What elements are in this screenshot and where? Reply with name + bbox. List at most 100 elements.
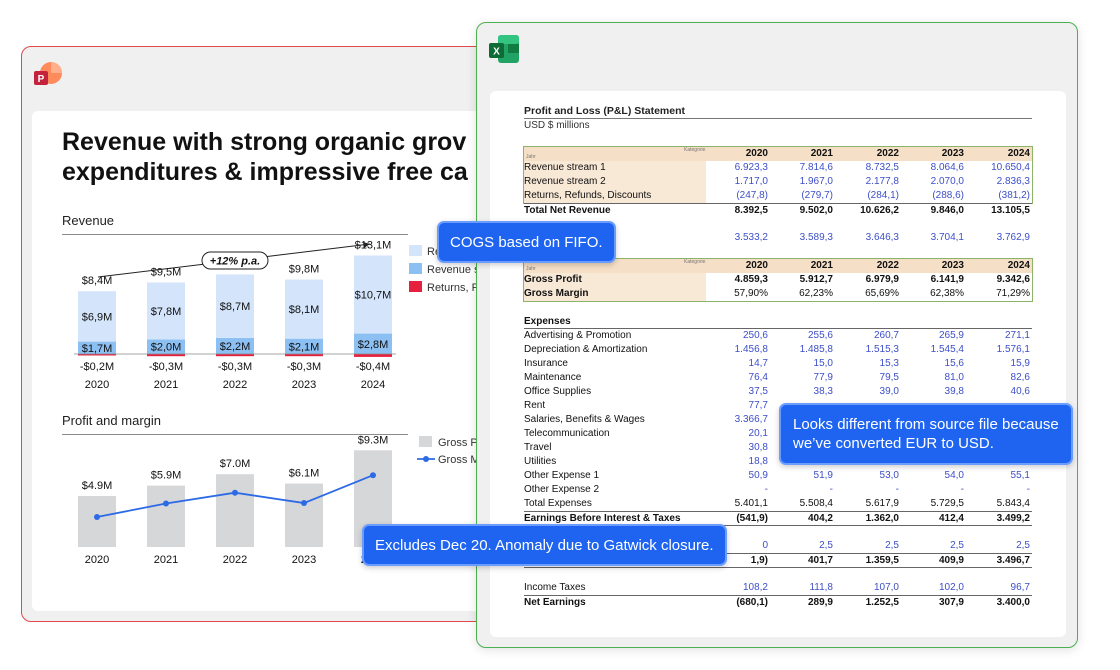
cell[interactable]: 6.141,9 bbox=[930, 274, 964, 285]
cell[interactable]: 1.456,8 bbox=[734, 344, 768, 355]
year-cell[interactable]: 2024 bbox=[1007, 148, 1030, 159]
cell[interactable]: 107,0 bbox=[873, 582, 899, 593]
cell[interactable]: 404,2 bbox=[807, 513, 833, 524]
cell[interactable]: 6.923,3 bbox=[734, 162, 768, 173]
cell[interactable]: 250,6 bbox=[742, 330, 768, 341]
cell[interactable]: 10.626,2 bbox=[860, 205, 899, 216]
table-row[interactable]: Salaries, Benefits & Wages 3.366,7 bbox=[524, 413, 1032, 427]
table-row[interactable]: Net Earnings (680,1) 289,9 1.252,5 307,9… bbox=[524, 595, 1032, 609]
cell[interactable]: - bbox=[895, 484, 899, 495]
cell[interactable]: 15,6 bbox=[944, 358, 964, 369]
cell[interactable]: 39,8 bbox=[944, 386, 964, 397]
cell[interactable]: 14,7 bbox=[748, 358, 768, 369]
year-cell[interactable]: 2023 bbox=[941, 260, 964, 271]
cell[interactable]: - bbox=[1026, 484, 1030, 495]
cell[interactable]: 255,6 bbox=[807, 330, 833, 341]
cell[interactable]: 9.502,0 bbox=[799, 205, 833, 216]
cell[interactable]: 55,1 bbox=[1010, 470, 1030, 481]
cell[interactable]: 8.392,5 bbox=[734, 205, 768, 216]
cell[interactable]: 0 bbox=[762, 540, 768, 551]
cell[interactable]: 1.576,1 bbox=[996, 344, 1030, 355]
table-row[interactable]: Other Expense 1 50,9 51,9 53,0 54,0 55,1 bbox=[524, 469, 1032, 483]
cell[interactable]: 5.912,7 bbox=[799, 274, 833, 285]
cell[interactable]: 9.846,0 bbox=[930, 205, 964, 216]
cell[interactable]: 38,3 bbox=[813, 386, 833, 397]
table-row[interactable]: Depreciation & Amortization 1.456,8 1.48… bbox=[524, 343, 1032, 357]
cell[interactable]: 51,9 bbox=[813, 470, 833, 481]
cell[interactable]: 2.070,0 bbox=[930, 176, 964, 187]
cell[interactable]: 2,5 bbox=[819, 540, 833, 551]
table-row[interactable]: Revenue stream 2 1.717,0 1.967,0 2.177,8… bbox=[524, 175, 1032, 189]
cell[interactable]: 3.400,0 bbox=[996, 597, 1030, 608]
year-cell[interactable]: 2021 bbox=[810, 260, 833, 271]
cell[interactable]: 18,8 bbox=[748, 456, 768, 467]
cell[interactable]: 6.979,9 bbox=[865, 274, 899, 285]
table-row[interactable]: Total Expenses 5.401,1 5.508,4 5.617,9 5… bbox=[524, 497, 1032, 511]
year-cell[interactable]: 2020 bbox=[745, 148, 768, 159]
cell[interactable]: 1.717,0 bbox=[734, 176, 768, 187]
table-row[interactable]: Expenses bbox=[524, 315, 1032, 329]
cell[interactable]: 5.617,9 bbox=[865, 498, 899, 509]
cell[interactable]: 10.650,4 bbox=[991, 162, 1030, 173]
cell[interactable]: 76,4 bbox=[748, 372, 768, 383]
table-row[interactable]: Returns, Refunds, Discounts (247,8) (279… bbox=[524, 189, 1032, 203]
year-cell[interactable]: 2024 bbox=[1007, 260, 1030, 271]
table-row[interactable]: Earnings Before Interest & Taxes (541,9)… bbox=[524, 511, 1032, 525]
cell[interactable]: 62,38% bbox=[930, 288, 964, 299]
table-row[interactable]: Revenue stream 1 6.923,3 7.814,6 8.732,5… bbox=[524, 161, 1032, 175]
cell[interactable]: 3.499,2 bbox=[996, 513, 1030, 524]
cell[interactable]: 71,29% bbox=[996, 288, 1030, 299]
cell[interactable]: 3.589,3 bbox=[799, 232, 833, 243]
cell[interactable]: 81,0 bbox=[944, 372, 964, 383]
cell[interactable]: 307,9 bbox=[938, 597, 964, 608]
table-row[interactable]: Gross Profit 4.859,3 5.912,7 6.979,9 6.1… bbox=[524, 273, 1032, 287]
table-row[interactable]: Advertising & Promotion 250,6 255,6 260,… bbox=[524, 329, 1032, 343]
gatwick-callout[interactable]: Excludes Dec 20. Anomaly due to Gatwick … bbox=[362, 524, 727, 566]
cell[interactable]: 1.485,8 bbox=[799, 344, 833, 355]
cell[interactable]: 3.366,7 bbox=[734, 414, 768, 425]
cell[interactable]: 15,3 bbox=[879, 358, 899, 369]
cell[interactable]: 271,1 bbox=[1004, 330, 1030, 341]
cogs-callout[interactable]: COGS based on FIFO. bbox=[437, 221, 616, 263]
currency-callout[interactable]: Looks different from source file because… bbox=[779, 403, 1073, 465]
cell[interactable]: 1.967,0 bbox=[799, 176, 833, 187]
year-cell[interactable]: 2023 bbox=[941, 148, 964, 159]
year-cell[interactable]: 2021 bbox=[810, 148, 833, 159]
cell[interactable]: 37,5 bbox=[748, 386, 768, 397]
cell[interactable]: 1.359,5 bbox=[865, 555, 899, 566]
excel-icon[interactable]: X bbox=[487, 33, 521, 67]
table-row[interactable]: Income Taxes 108,2 111,8 107,0 102,0 96,… bbox=[524, 581, 1032, 595]
cell[interactable]: 2.177,8 bbox=[865, 176, 899, 187]
table-row[interactable]: Telecommunication 20,1 bbox=[524, 427, 1032, 441]
cell[interactable]: 65,69% bbox=[865, 288, 899, 299]
cell[interactable]: 96,7 bbox=[1010, 582, 1030, 593]
table-row[interactable]: Utilities 18,8 bbox=[524, 455, 1032, 469]
cell[interactable]: 3.704,1 bbox=[930, 232, 964, 243]
cell[interactable]: 62,23% bbox=[799, 288, 833, 299]
table-row[interactable]: 1,9) 401,7 1.359,5 409,9 3.496,7 bbox=[524, 553, 1032, 567]
cell[interactable]: 3.496,7 bbox=[996, 555, 1030, 566]
cell[interactable]: (541,9) bbox=[736, 513, 768, 524]
cell[interactable]: 20,1 bbox=[748, 428, 768, 439]
cell[interactable]: 82,6 bbox=[1010, 372, 1030, 383]
cell[interactable]: 3.533,2 bbox=[734, 232, 768, 243]
cell[interactable]: - bbox=[764, 484, 768, 495]
table-row[interactable]: 0 2,5 2,5 2,5 2,5 bbox=[524, 539, 1032, 553]
cell[interactable]: 5.401,1 bbox=[734, 498, 768, 509]
cell[interactable]: 53,0 bbox=[879, 470, 899, 481]
table-row[interactable]: Travel 30,8 bbox=[524, 441, 1032, 455]
year-cell[interactable]: 2022 bbox=[876, 148, 899, 159]
cell[interactable]: 5.508,4 bbox=[799, 498, 833, 509]
cell[interactable]: 5.843,4 bbox=[996, 498, 1030, 509]
cell[interactable]: 2.836,3 bbox=[996, 176, 1030, 187]
cell[interactable]: 1.252,5 bbox=[865, 597, 899, 608]
cell[interactable]: 401,7 bbox=[807, 555, 833, 566]
year-cell[interactable]: 2022 bbox=[876, 260, 899, 271]
cell[interactable]: 108,2 bbox=[742, 582, 768, 593]
cell[interactable]: 2,5 bbox=[1016, 540, 1030, 551]
cell[interactable]: (284,1) bbox=[867, 190, 899, 201]
cell[interactable]: 13.105,5 bbox=[991, 205, 1030, 216]
cell[interactable]: (247,8) bbox=[736, 190, 768, 201]
cell[interactable]: - bbox=[960, 484, 964, 495]
table-row[interactable]: Total Net Revenue 8.392,5 9.502,0 10.626… bbox=[524, 203, 1032, 217]
